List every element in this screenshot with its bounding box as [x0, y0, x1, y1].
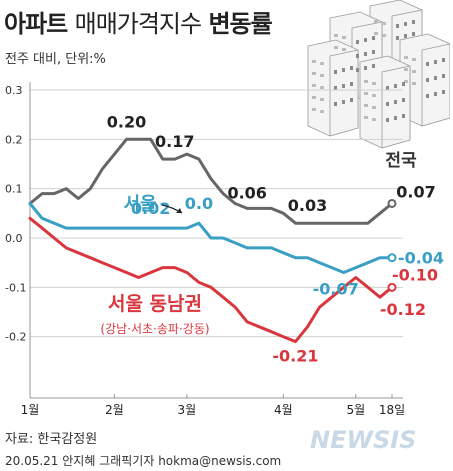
data-label: 0.07 — [396, 182, 435, 201]
data-label: -0.10 — [392, 265, 438, 284]
series-label-southeast: 서울 동남권 — [108, 293, 202, 315]
data-label: -0.04 — [398, 249, 444, 268]
y-tick-label: -0.1 — [5, 281, 26, 294]
y-tick-label: 0.0 — [5, 232, 23, 245]
series-line — [28, 202, 394, 274]
page-title: 아파트 매매가격지수 변동률 — [4, 4, 273, 39]
series-end-point — [387, 282, 397, 292]
y-tick-label: -0.2 — [5, 331, 26, 344]
y-tick-label: 0.3 — [5, 84, 23, 97]
apartment-buildings-illustration — [307, 0, 450, 149]
credit-line: 20.05.21 안지혜 그래픽기자 hokma@newsis.com — [5, 454, 282, 468]
seoul-arrow-head — [176, 208, 182, 213]
y-tick-label: 0.2 — [5, 133, 23, 146]
chart-subtitle: 전주 대비, 단위:% — [5, 52, 106, 67]
data-label: 0.03 — [288, 196, 327, 215]
title-bold: 아파트 — [4, 10, 68, 38]
y-axis-ticks: 0.3 0.2 0.1 0.0 -0.1 -0.2 — [5, 84, 26, 344]
x-axis-ticks: 1월 2월 3월 4월 5월 18일 — [21, 394, 405, 417]
title-bold2: 변동률 — [208, 10, 272, 38]
series-lines — [28, 137, 397, 344]
series-label-national: 전국 — [385, 151, 417, 171]
data-label: 0.20 — [107, 112, 146, 131]
series-label-seoul: 서울 — [123, 194, 156, 215]
grid-lines — [29, 82, 403, 398]
data-label: 0.0 — [185, 194, 213, 213]
data-label: 0.02 — [131, 199, 170, 218]
data-label: -0.21 — [272, 347, 318, 366]
series-line — [28, 137, 394, 225]
x-tick-label: 4월 — [274, 403, 293, 417]
data-label: 0.17 — [155, 132, 194, 151]
x-tick-label: 2월 — [105, 403, 124, 417]
data-labels: 0.200.170.060.030.070.02 0.0-0.07-0.04-0.… — [107, 112, 444, 365]
source-note: 자료: 한국감정원 — [5, 432, 98, 447]
series-label-southeast-sub: (강남·서초·송파·강동) — [100, 322, 209, 336]
series-line — [28, 216, 394, 344]
series-end-point — [387, 253, 397, 263]
x-tick-label: 5월 — [346, 403, 365, 417]
x-tick-label: 1월 — [21, 403, 40, 417]
data-label: 0.06 — [227, 183, 266, 202]
data-label: -0.12 — [380, 300, 426, 319]
line-chart: 0.3 0.2 0.1 0.0 -0.1 -0.2 1월 2월 3월 4월 5월 18일 0.20 0… — [5, 82, 444, 417]
data-label: -0.07 — [313, 280, 359, 299]
x-tick-label: 3월 — [178, 403, 197, 417]
x-tick-label: 18일 — [379, 403, 405, 417]
newsis-watermark: NEWSIS — [310, 426, 417, 454]
series-end-point — [387, 198, 397, 208]
y-tick-label: 0.1 — [5, 183, 23, 196]
title-light: 매매가격지수 — [74, 10, 202, 38]
